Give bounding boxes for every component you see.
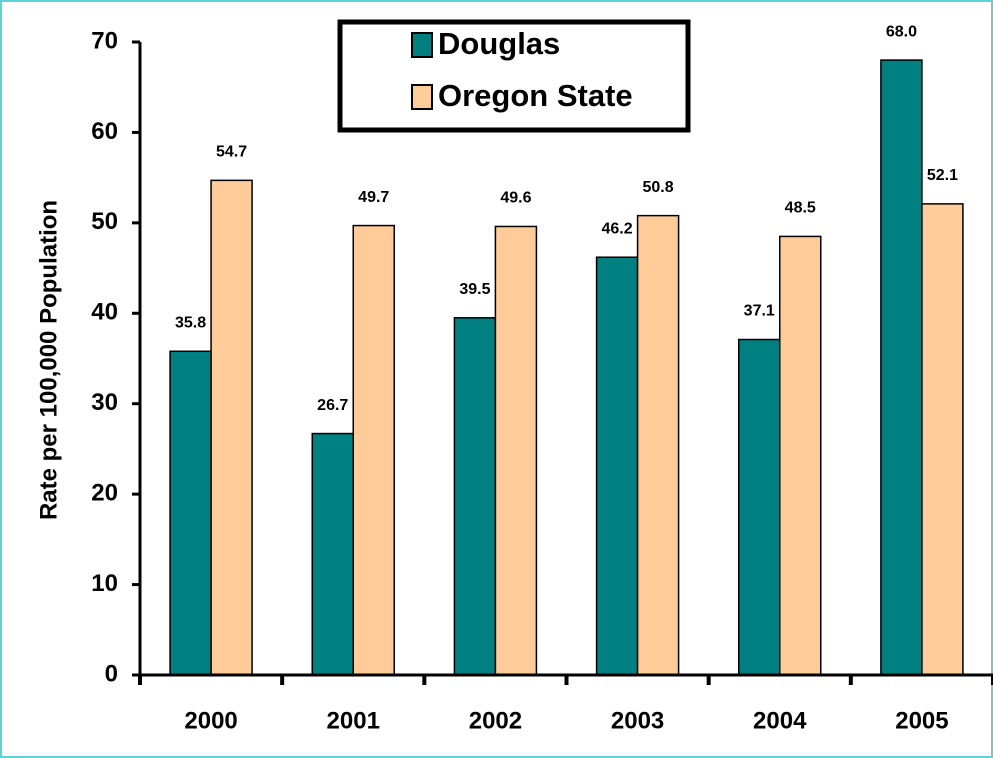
- bar: [453, 317, 497, 676]
- bar: [210, 179, 253, 676]
- y-axis-label: Rate per 100,000 Population: [35, 200, 62, 520]
- legend-swatch: [411, 32, 433, 58]
- bar: [311, 432, 354, 676]
- y-tick-label: 20: [91, 479, 118, 506]
- y-tick-label: 0: [105, 660, 118, 687]
- bar: [880, 59, 923, 676]
- value-label: 49.7: [358, 189, 389, 206]
- x-tick-label: 2005: [895, 707, 948, 734]
- x-tick-label: 2003: [611, 707, 664, 734]
- value-label: 46.2: [602, 220, 633, 237]
- value-label: 50.8: [643, 179, 674, 196]
- bar: [779, 235, 822, 676]
- y-tick-label: 50: [91, 208, 118, 235]
- value-label: 49.6: [500, 190, 531, 207]
- bar: [494, 225, 538, 676]
- x-tick-label: 2001: [327, 707, 380, 734]
- x-tick-label: 2004: [753, 707, 807, 734]
- x-tick-label: 2002: [469, 707, 522, 734]
- bar: [595, 256, 639, 676]
- legend-box: [337, 19, 691, 133]
- legend-label: Douglas: [438, 26, 560, 61]
- y-tick-label: 40: [91, 299, 118, 326]
- bar: [352, 224, 395, 676]
- y-tick-label: 30: [91, 389, 118, 416]
- value-label: 26.7: [317, 397, 348, 414]
- y-tick-label: 60: [91, 118, 118, 145]
- bar: [738, 338, 781, 676]
- value-label: 48.5: [785, 200, 816, 217]
- legend-label: Oregon State: [438, 78, 633, 113]
- value-label: 39.5: [459, 281, 490, 298]
- legend-swatch: [411, 84, 433, 110]
- bar: [169, 350, 212, 676]
- bar: [636, 214, 680, 676]
- value-label: 52.1: [927, 167, 958, 184]
- y-tick-label: 70: [91, 27, 118, 54]
- value-label: 68.0: [886, 23, 917, 40]
- y-tick-label: 10: [91, 570, 118, 597]
- x-tick-label: 2000: [184, 707, 237, 734]
- value-label: 35.8: [175, 314, 206, 331]
- value-label: 37.1: [744, 303, 775, 320]
- bar: [921, 203, 964, 676]
- value-label: 54.7: [216, 144, 247, 161]
